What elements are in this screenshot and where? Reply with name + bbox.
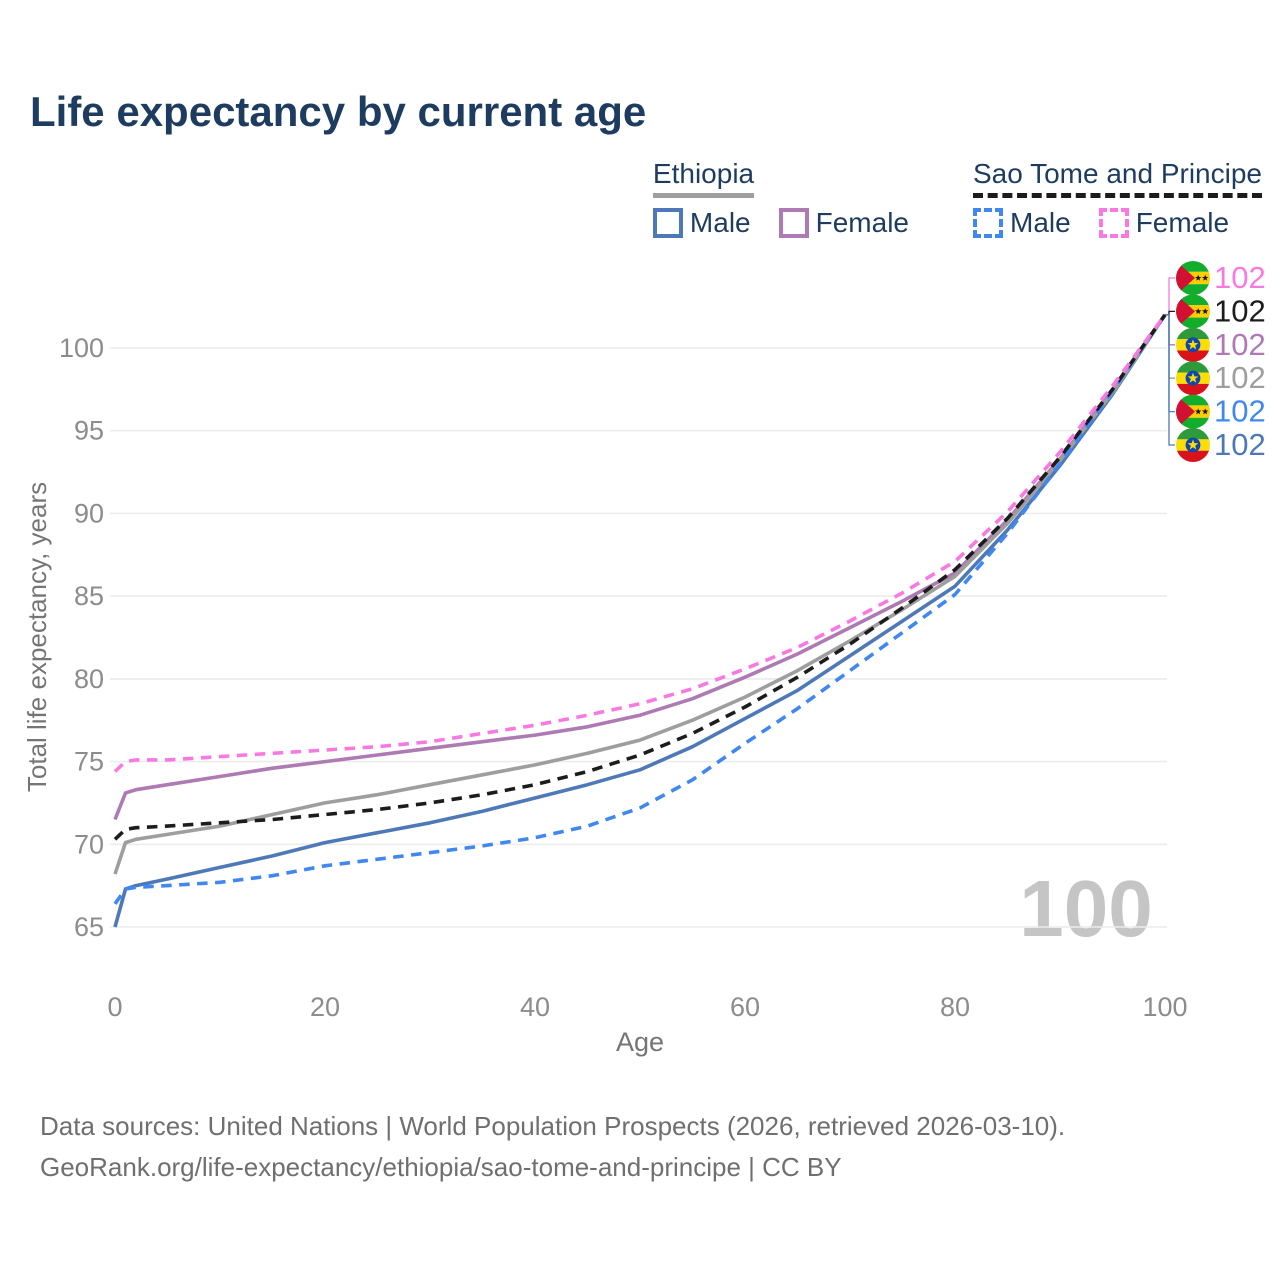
legend-item-label: Male (689, 207, 751, 238)
sao-tome-male-swatch-icon (973, 208, 1003, 238)
x-tick-label: 0 (107, 992, 122, 1022)
sao-tome-and-principe-flag-icon (1176, 294, 1210, 329)
legend-item-label: Female (815, 207, 909, 238)
legend-items-ethiopia: Male Female (652, 207, 909, 239)
y-tick-label: 85 (74, 581, 104, 611)
series-line-ethiopia-female (113, 313, 1167, 821)
end-label-leader-line (1165, 314, 1175, 379)
end-label-leader-line (1165, 314, 1175, 346)
page-title: Life expectancy by current age (30, 88, 647, 135)
y-tick-label: 100 (59, 333, 104, 363)
series-line-ethiopia-both-sexes (113, 313, 1167, 875)
legend: Ethiopia Male Female Sao Tome and Princi… (652, 158, 1262, 239)
x-tick-label: 80 (940, 992, 970, 1022)
end-value-label: 102 (1214, 260, 1266, 295)
series-line-sao-tome-and-principe-both-sexes (113, 313, 1167, 841)
x-tick-label: 60 (730, 992, 760, 1022)
legend-item-sao-tome-male[interactable]: Male (973, 207, 1071, 239)
ethiopia-flag-icon (1176, 327, 1210, 362)
legend-items-sao-tome-and-principe: Male Female (973, 207, 1262, 239)
series-line-sao-tome-and-principe-male (113, 313, 1167, 905)
legend-item-label: Female (1135, 207, 1230, 238)
legend-group-sao-tome-and-principe: Sao Tome and Principe Male Female (973, 158, 1262, 239)
y-axis-title: Total life expectancy, years (22, 482, 52, 792)
life-expectancy-chart: 100 65 70 75 80 85 90 95 100 0 20 40 60 80 100 Total li… (22, 260, 1266, 1057)
y-tick-label: 70 (74, 829, 104, 859)
legend-item-ethiopia-male[interactable]: Male (652, 207, 751, 239)
attribution-text: GeoRank.org/life-expectancy/ethiopia/sao… (40, 1152, 842, 1182)
end-label-leader-line (1165, 314, 1175, 413)
end-label-leader-line (1165, 314, 1175, 446)
legend-header-ethiopia: Ethiopia (652, 158, 755, 198)
x-axis-title: Age (616, 1027, 664, 1057)
y-tick-label: 80 (74, 664, 104, 694)
end-value-label: 102 (1214, 394, 1266, 429)
x-tick-label: 20 (310, 992, 340, 1022)
x-tick-label: 100 (1142, 992, 1187, 1022)
y-tick-label: 90 (74, 498, 104, 528)
sao-tome-and-principe-flag-icon (1176, 261, 1210, 295)
data-sources-text: Data sources: United Nations | World Pop… (40, 1111, 1066, 1141)
series-line-sao-tome-and-principe-female (113, 313, 1167, 773)
legend-item-label: Male (1010, 207, 1071, 238)
footer: Data sources: United Nations | World Pop… (40, 1106, 1065, 1188)
ethiopia-male-swatch-icon (652, 208, 683, 238)
ethiopia-female-swatch-icon (778, 208, 809, 238)
legend-item-sao-tome-female[interactable]: Female (1098, 207, 1230, 239)
legend-group-ethiopia: Ethiopia Male Female (652, 158, 909, 239)
y-tick-label: 75 (74, 747, 104, 777)
end-value-label: 102 (1214, 427, 1266, 462)
ethiopia-flag-icon (1176, 361, 1210, 396)
y-tick-label: 65 (74, 912, 104, 942)
legend-header-sao-tome-and-principe: Sao Tome and Principe (973, 158, 1262, 198)
ethiopia-flag-icon (1176, 428, 1210, 462)
series-line-ethiopia-male (113, 313, 1167, 928)
end-value-label: 102 (1214, 360, 1266, 395)
y-tick-label: 95 (74, 416, 104, 446)
sao-tome-female-swatch-icon (1098, 208, 1129, 238)
age-watermark: 100 (1019, 864, 1152, 953)
sao-tome-and-principe-flag-icon (1176, 394, 1210, 429)
end-value-label: 102 (1214, 327, 1266, 362)
legend-item-ethiopia-female[interactable]: Female (778, 207, 909, 239)
end-value-label: 102 (1214, 293, 1266, 328)
end-label-leader-line (1165, 277, 1175, 316)
x-tick-label: 40 (520, 992, 550, 1022)
